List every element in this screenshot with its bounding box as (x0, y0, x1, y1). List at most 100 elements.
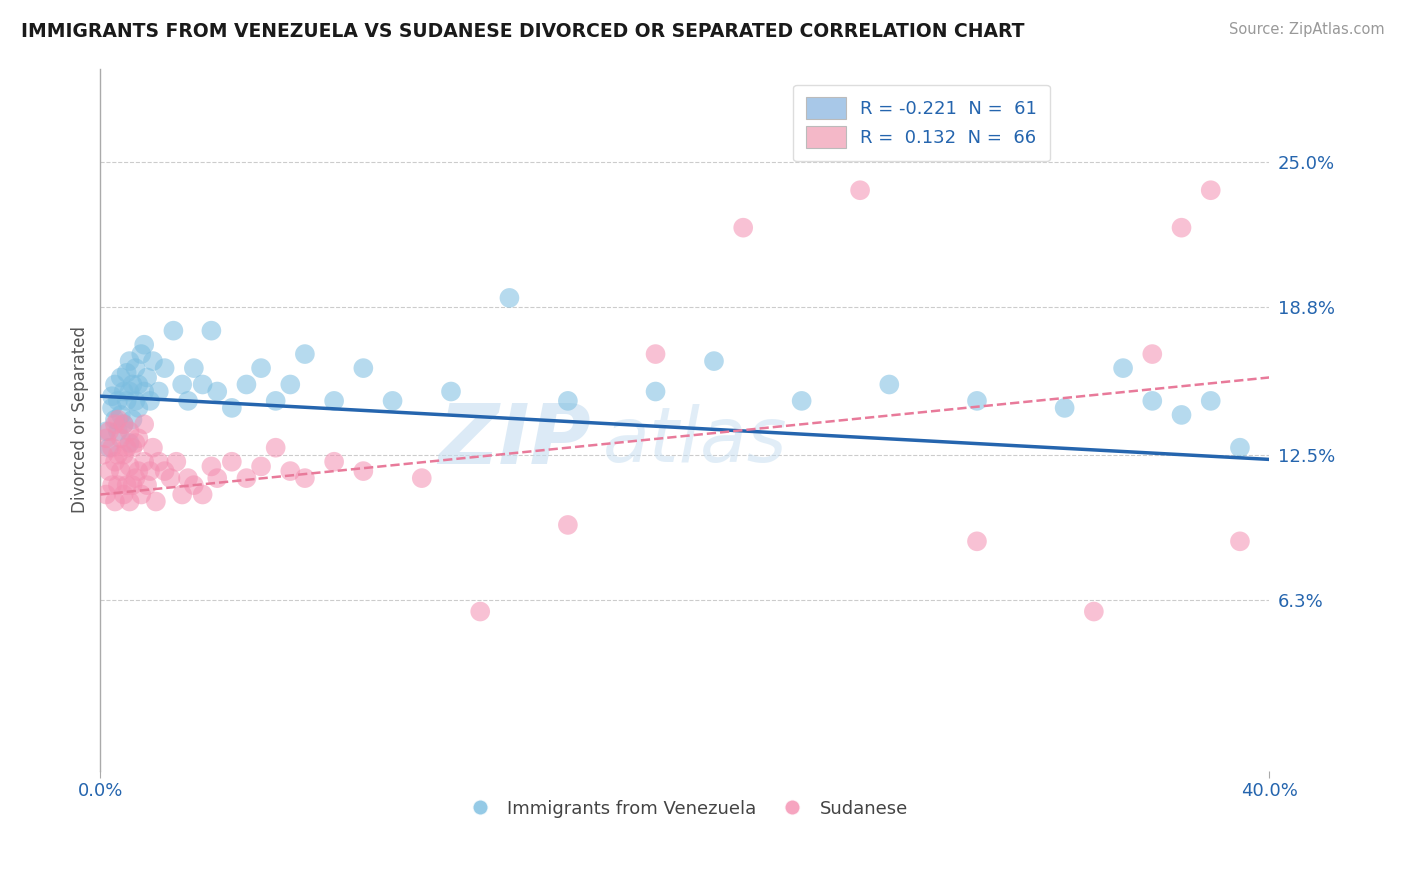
Point (118, 436, 141, 450)
Point (107, 478, 129, 492)
Point (127, 464, 149, 478)
Point (142, 354, 165, 368)
Point (183, 361, 205, 376)
Point (118, 354, 141, 368)
Point (172, 487, 194, 501)
Point (145, 494, 167, 508)
Point (1053, 401, 1076, 415)
Point (104, 377, 127, 392)
Point (91, 448, 114, 462)
Point (118, 384, 141, 399)
Point (264, 393, 287, 408)
Point (440, 384, 463, 399)
Legend: Immigrants from Venezuela, Sudanese: Immigrants from Venezuela, Sudanese (454, 792, 915, 825)
Point (221, 455, 243, 469)
Point (129, 487, 152, 501)
Point (381, 393, 404, 408)
Point (1142, 347, 1164, 361)
Point (207, 384, 229, 399)
Point (139, 464, 162, 478)
Point (250, 361, 273, 376)
Point (112, 448, 135, 462)
Point (124, 436, 146, 450)
Point (159, 471, 181, 485)
Point (115, 393, 138, 408)
Point (104, 417, 127, 432)
Point (124, 471, 146, 485)
Point (153, 361, 176, 376)
Point (112, 417, 135, 432)
Point (96, 431, 118, 445)
Point (790, 393, 813, 408)
Point (124, 361, 146, 376)
Point (134, 417, 156, 432)
Point (644, 347, 666, 361)
Point (127, 377, 149, 392)
Point (101, 441, 124, 455)
Point (557, 517, 579, 532)
Point (101, 478, 124, 492)
Point (98, 425, 121, 439)
Point (139, 393, 162, 408)
Point (221, 401, 243, 415)
Text: IMMIGRANTS FROM VENEZUELA VS SUDANESE DIVORCED OR SEPARATED CORRELATION CHART: IMMIGRANTS FROM VENEZUELA VS SUDANESE DI… (21, 22, 1025, 41)
Point (127, 431, 149, 445)
Point (115, 441, 138, 455)
Point (411, 471, 433, 485)
Point (557, 393, 579, 408)
Point (115, 478, 138, 492)
Point (264, 441, 287, 455)
Point (112, 384, 135, 399)
Point (498, 291, 520, 305)
Point (118, 459, 141, 474)
Point (96, 425, 118, 439)
Point (118, 494, 141, 508)
Point (107, 393, 129, 408)
Point (323, 455, 346, 469)
Point (1083, 605, 1105, 619)
Point (966, 534, 988, 549)
Point (235, 377, 257, 392)
Point (352, 361, 374, 376)
Point (879, 377, 901, 392)
Point (118, 425, 141, 439)
Point (172, 377, 194, 392)
Point (207, 471, 229, 485)
Point (235, 471, 257, 485)
Text: ZIP: ZIP (439, 401, 592, 481)
Point (112, 487, 135, 501)
Point (98, 464, 121, 478)
Point (1199, 183, 1222, 197)
Point (110, 464, 132, 478)
Point (104, 494, 127, 508)
Point (134, 455, 156, 469)
Point (148, 384, 170, 399)
Point (200, 324, 222, 338)
Point (177, 471, 200, 485)
Point (165, 455, 187, 469)
Point (191, 377, 214, 392)
Point (129, 347, 152, 361)
Point (98, 441, 121, 455)
Point (136, 478, 159, 492)
Point (153, 464, 176, 478)
Point (96, 487, 118, 501)
Point (966, 393, 988, 408)
Point (121, 478, 143, 492)
Point (107, 448, 129, 462)
Point (1170, 408, 1192, 422)
Point (200, 459, 222, 474)
Point (110, 431, 132, 445)
Point (352, 464, 374, 478)
Point (250, 459, 273, 474)
Point (177, 393, 200, 408)
Point (1199, 393, 1222, 408)
Point (115, 366, 138, 380)
Point (644, 384, 666, 399)
Point (1229, 441, 1251, 455)
Point (110, 370, 132, 384)
Point (849, 183, 872, 197)
Text: Source: ZipAtlas.com: Source: ZipAtlas.com (1229, 22, 1385, 37)
Point (162, 324, 184, 338)
Point (121, 412, 143, 426)
